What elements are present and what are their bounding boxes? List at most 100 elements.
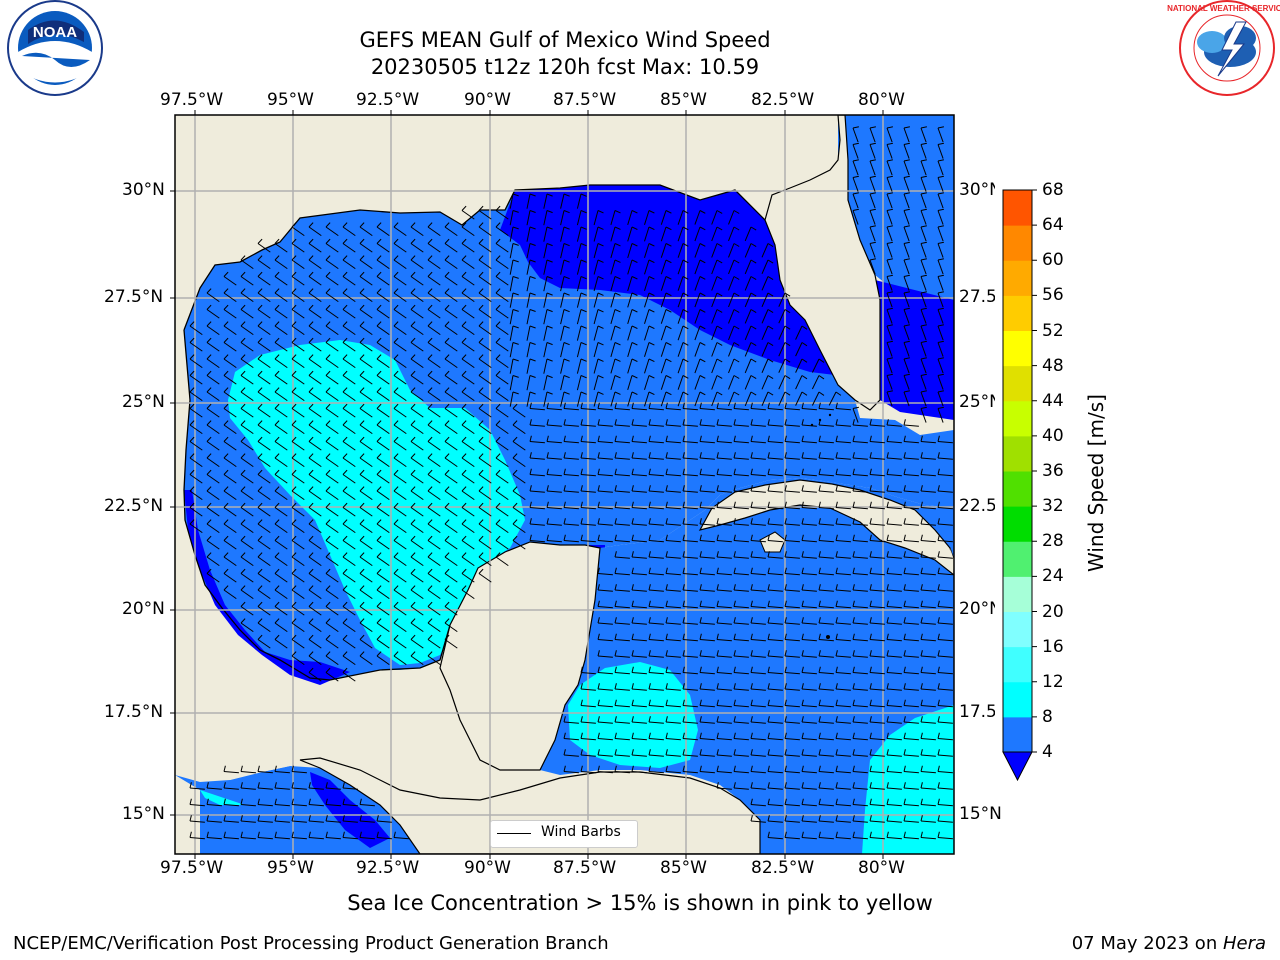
wind-barb	[325, 441, 339, 451]
wind-barb-flag	[325, 667, 331, 673]
lon-label-bottom-1: 95°W	[267, 858, 314, 878]
wind-barb	[342, 474, 356, 484]
wind-barb-flag	[903, 373, 910, 376]
wind-barb-flag	[631, 292, 638, 296]
wind-barb	[593, 325, 599, 341]
wind-barb-flag	[461, 304, 467, 310]
wind-barb	[631, 507, 647, 510]
wind-barb	[189, 342, 203, 352]
wind-barb	[308, 622, 322, 633]
wind-barb-flag	[342, 618, 348, 624]
wind-barb-flag	[529, 391, 536, 395]
wind-barb-flag	[291, 321, 297, 327]
wind-barb	[920, 226, 927, 242]
wind-barb-flag	[308, 238, 314, 244]
wind-barb-flag	[461, 321, 467, 327]
wind-barb-flag	[614, 501, 617, 508]
wind-barb-flag	[461, 436, 467, 442]
wind-barb-flag	[580, 375, 587, 379]
wind-barb-flag	[937, 600, 940, 607]
wind-barb-flag	[665, 584, 668, 591]
wind-barb	[444, 573, 458, 583]
wind-barb	[886, 243, 893, 258]
wind-barb	[903, 276, 910, 291]
wind-barb-flag	[699, 567, 702, 574]
wind-barb-flag	[648, 292, 655, 297]
wind-barb-flag	[427, 634, 433, 640]
wind-barb-flag	[257, 765, 260, 772]
wind-barb-flag	[784, 419, 787, 426]
wind-barb-flag	[648, 485, 651, 492]
wind-barb-flag	[597, 402, 600, 409]
wind-barb	[512, 424, 526, 435]
wind-barb-flag	[257, 618, 263, 624]
wind-barb	[920, 672, 936, 675]
wind-barb	[920, 325, 927, 341]
wind-barb-flag	[631, 650, 634, 657]
wind-barb-flag	[869, 815, 872, 822]
wind-barb	[359, 573, 373, 583]
wind-barb-flag	[546, 309, 553, 313]
wind-barb-flag	[444, 271, 450, 277]
wind-barb	[376, 358, 390, 369]
wind-barb	[359, 309, 373, 319]
wind-barb	[852, 672, 868, 675]
wind-barb-flag	[308, 420, 314, 426]
wind-barb-flag	[257, 436, 263, 442]
wind-barb	[478, 309, 492, 319]
wind-barb-flag	[682, 309, 689, 313]
colorbar-bin	[1003, 400, 1032, 437]
wind-barb	[614, 622, 630, 625]
wind-barb	[610, 358, 616, 374]
wind-barb	[767, 804, 783, 807]
wind-barb	[597, 490, 613, 493]
wind-barb-flag	[903, 782, 906, 789]
wind-barb	[677, 210, 684, 225]
wind-barb	[818, 672, 834, 675]
wind-barb	[342, 523, 356, 534]
wind-barb-flag	[444, 420, 450, 426]
wind-barb	[410, 655, 424, 666]
wind-barb	[526, 325, 531, 341]
wind-barb-flag	[665, 617, 668, 624]
wind-barb-flag	[223, 354, 229, 360]
wind-barb	[223, 375, 237, 385]
wind-barb-flag	[716, 309, 723, 313]
wind-barb-flag	[342, 469, 348, 475]
wind-barb-flag	[903, 551, 906, 558]
colorbar-tick-label: 28	[1042, 531, 1064, 552]
wind-barb-flag	[767, 765, 770, 772]
wind-barb-flag	[393, 552, 399, 558]
wind-barb-flag	[631, 749, 634, 756]
wind-barb-flag	[886, 815, 889, 822]
wind-barb	[478, 556, 492, 567]
wind-barb	[716, 754, 732, 757]
wind-barb-flag	[342, 255, 348, 261]
wind-barb	[206, 441, 220, 451]
wind-barb	[903, 738, 919, 741]
wind-barb-flag	[682, 276, 689, 280]
wind-barb	[509, 375, 514, 391]
wind-barb	[189, 375, 203, 385]
wind-barb	[580, 474, 596, 477]
wind-barb-flag	[461, 255, 467, 261]
wind-barb	[660, 210, 667, 225]
wind-barb	[677, 276, 684, 291]
wind-barb-flag	[801, 650, 804, 657]
wind-barb-flag	[291, 765, 294, 772]
wind-barb-flag	[308, 486, 314, 492]
wind-barb-flag	[580, 534, 583, 541]
wind-barb	[665, 589, 681, 592]
wind-barb	[223, 391, 237, 402]
wind-barb	[767, 688, 783, 691]
wind-barb-flag	[937, 815, 940, 822]
wind-barb	[206, 309, 220, 319]
wind-barb-flag	[903, 732, 906, 739]
wind-barb-flag	[546, 435, 549, 442]
wind-barb	[627, 259, 633, 275]
wind-barb-flag	[767, 259, 774, 264]
wind-barb-flag	[495, 354, 501, 360]
wind-barb	[206, 292, 220, 303]
wind-barb-flag	[733, 325, 740, 330]
wind-barb	[784, 721, 800, 724]
